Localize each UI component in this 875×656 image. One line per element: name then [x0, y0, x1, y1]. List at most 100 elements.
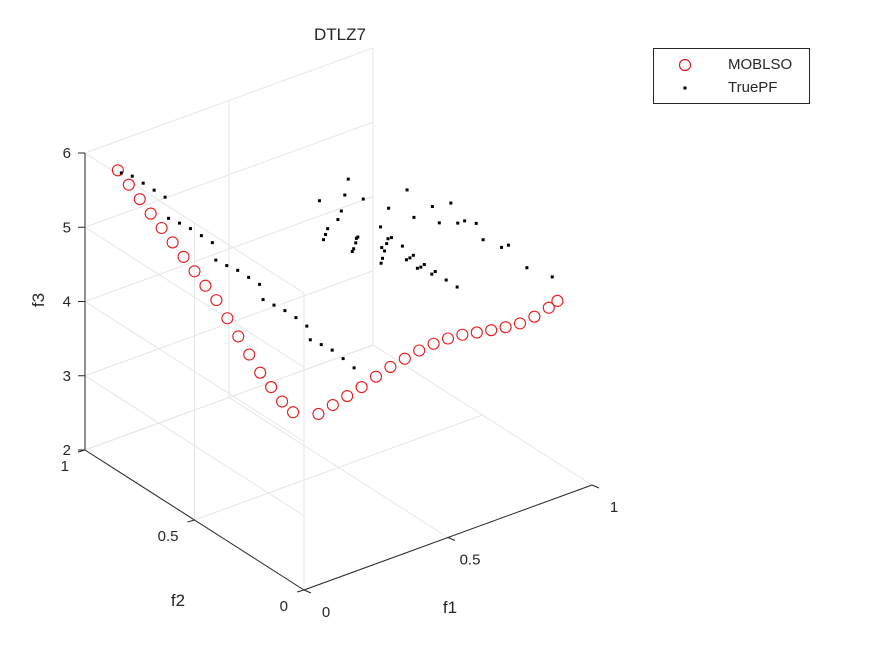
points-layer [111, 164, 564, 421]
moblso-point [456, 328, 469, 341]
z-tick-label: 6 [63, 145, 71, 162]
grid-line [84, 226, 305, 368]
moblso-point [199, 279, 212, 292]
moblso-point [355, 381, 368, 394]
truepf-point [422, 263, 426, 267]
grid-line [84, 196, 374, 302]
truepf-point [308, 338, 312, 342]
moblso-point [122, 178, 135, 191]
grid-line [84, 375, 305, 517]
truepf-point [330, 348, 334, 352]
moblso-point [398, 352, 411, 365]
x-tick-label: 0 [322, 604, 330, 621]
chart-title: DTLZ7 [314, 25, 366, 44]
grid-line [84, 344, 374, 451]
truepf-point [356, 235, 360, 239]
moblso-point [155, 221, 168, 235]
open-circle-marker-icon [678, 58, 692, 72]
truepf-point [389, 236, 393, 240]
truepf-point [433, 270, 437, 274]
truepf-point [350, 249, 354, 253]
truepf-point [258, 282, 262, 286]
truepf-point [525, 266, 529, 270]
moblso-point [232, 330, 245, 343]
truepf-point [152, 188, 156, 192]
truepf-point [130, 174, 134, 178]
truepf-point [430, 272, 434, 276]
truepf-point [141, 181, 145, 185]
legend: MOBLSO TruePF [653, 48, 810, 104]
moblso-point [470, 326, 483, 339]
truepf-point [456, 221, 460, 225]
legend-item-moblso: MOBLSO [654, 54, 809, 76]
truepf-point [343, 193, 347, 197]
truepf-point [283, 309, 287, 313]
truepf-point [481, 238, 485, 242]
moblso-point [210, 294, 223, 307]
truepf-point [319, 343, 323, 347]
x-tick-label: 0.5 [460, 552, 481, 569]
y-tick-label: 0 [280, 598, 288, 615]
moblso-point [441, 332, 455, 345]
truepf-point [188, 227, 192, 231]
moblso-point [111, 164, 124, 177]
moblso-point [513, 317, 527, 330]
moblso-point [485, 324, 498, 337]
truepf-point [352, 247, 356, 251]
moblso-point [144, 207, 157, 220]
legend-item-truepf: TruePF [654, 77, 809, 99]
truepf-point [385, 242, 389, 246]
truepf-point [463, 219, 467, 223]
truepf-point [415, 266, 419, 270]
moblso-point [177, 250, 190, 263]
truepf-point [449, 201, 453, 205]
moblso-point [326, 398, 339, 412]
y-tick-label: 0.5 [158, 528, 179, 545]
truepf-point [437, 221, 441, 225]
moblso-point [133, 193, 146, 206]
truepf-point [236, 268, 240, 272]
truepf-point [294, 316, 298, 320]
moblso-point [542, 301, 555, 314]
z-tick-label: 3 [63, 368, 71, 385]
moblso-point [276, 395, 289, 408]
truepf-point [444, 278, 448, 282]
truepf-point [247, 275, 251, 279]
moblso-point [499, 321, 512, 334]
truepf-point [214, 258, 218, 262]
truepf-point [119, 171, 123, 175]
x-tick-label: 1 [610, 499, 618, 516]
z-tick-label: 5 [63, 219, 71, 236]
truepf-point [506, 243, 510, 247]
truepf-point [167, 216, 171, 220]
truepf-point [387, 206, 391, 210]
moblso-point [427, 337, 440, 350]
truepf-point [261, 298, 265, 302]
truepf-point [225, 264, 229, 268]
moblso-point [265, 381, 278, 394]
y-axis-label: f2 [171, 591, 185, 610]
truepf-point [500, 245, 504, 249]
truepf-point [346, 177, 350, 181]
y-tick-label: 1 [61, 458, 69, 475]
truepf-point [352, 366, 356, 370]
truepf-point [405, 188, 409, 192]
legend-label-moblso: MOBLSO [728, 56, 793, 73]
x-axis-label: f1 [443, 598, 457, 617]
moblso-point [286, 406, 300, 419]
truepf-point [400, 244, 404, 248]
moblso-point [551, 294, 564, 307]
truepf-point [404, 258, 408, 262]
grid-line [84, 301, 305, 442]
moblso-point [369, 370, 383, 383]
moblso-point [341, 389, 354, 403]
truepf-point [379, 225, 382, 229]
y-tick [187, 519, 195, 523]
moblso-point [312, 407, 325, 421]
x-tick [591, 484, 600, 489]
x-tick [303, 589, 312, 594]
x-tick [447, 537, 456, 541]
grid-line [84, 152, 305, 294]
y-tick [296, 589, 305, 593]
